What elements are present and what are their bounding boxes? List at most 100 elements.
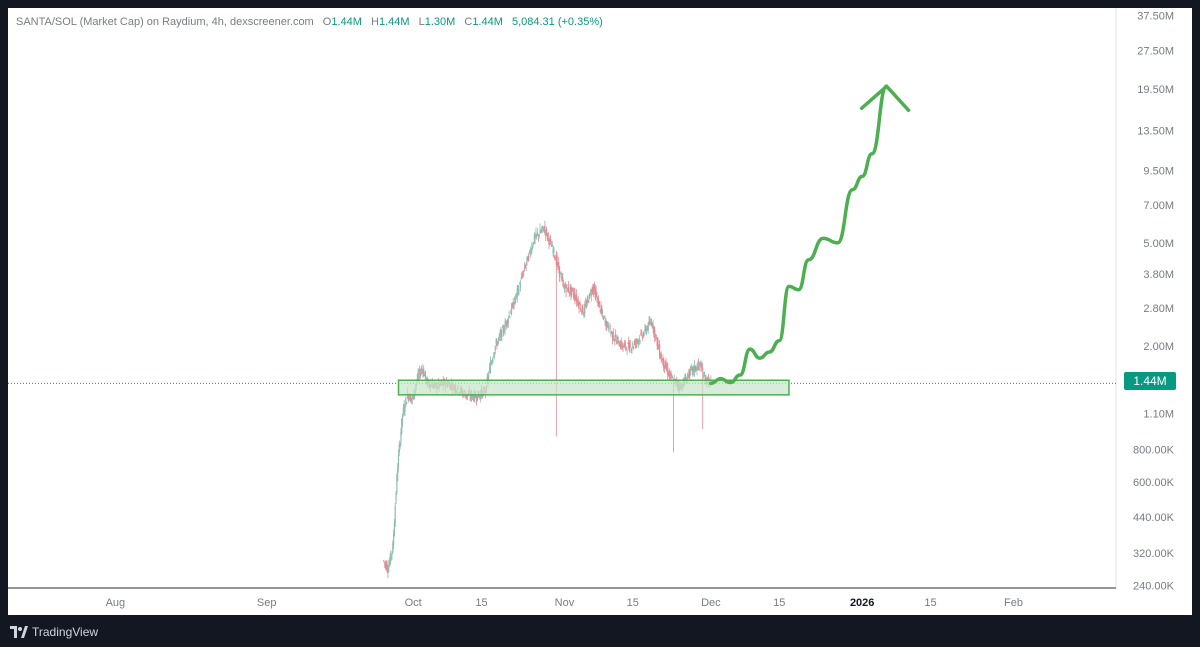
candle-body (574, 292, 576, 300)
candle-body (662, 358, 664, 365)
candle-body (646, 328, 648, 333)
candle-body (589, 291, 592, 293)
candle-body (512, 302, 514, 309)
candle-body (519, 283, 521, 285)
candle-body (612, 331, 614, 340)
candle-body (514, 296, 516, 304)
candle-body (497, 341, 499, 346)
open-label: O (322, 16, 332, 28)
candle-body (663, 357, 665, 368)
candle-body (672, 376, 674, 378)
candle-body (505, 323, 507, 326)
y-tick-label: 5.00M (1143, 238, 1174, 250)
candle-body (563, 286, 566, 290)
low-value: 1.30M (424, 16, 456, 28)
candle-body (564, 283, 566, 288)
candle-body (562, 277, 564, 282)
candle-body (687, 374, 689, 376)
candle-body (497, 337, 500, 340)
candle-body (525, 263, 527, 266)
candle-body (669, 371, 671, 378)
candle-body (553, 248, 555, 254)
candle-body (590, 293, 592, 297)
x-tick-label: Aug (106, 597, 126, 609)
candle-body (519, 283, 522, 288)
candle-body (494, 346, 496, 351)
candle-body (664, 360, 666, 369)
candle-body (599, 310, 601, 312)
candle-body (537, 234, 540, 237)
x-tick-label: 2026 (850, 597, 874, 609)
x-tick-label: 15 (627, 597, 639, 609)
candle-body (402, 407, 404, 415)
candle-body (695, 368, 697, 372)
candle-body (587, 296, 589, 300)
candle-body (509, 316, 511, 318)
candle-body (693, 367, 695, 371)
candle-body (650, 321, 652, 325)
candle-body (558, 262, 560, 270)
candle-body (645, 328, 647, 332)
candle-body (567, 288, 569, 292)
y-tick-label: 2.80M (1143, 303, 1174, 315)
tradingview-logo-icon (10, 626, 28, 638)
y-tick-label: 13.50M (1137, 126, 1174, 138)
candle-body (490, 362, 492, 365)
candle-body (412, 394, 414, 398)
candle-body (624, 343, 626, 345)
candle-body (548, 239, 550, 245)
candle-body (532, 245, 534, 249)
x-tick-label: Nov (555, 597, 575, 609)
candle-body (707, 377, 709, 379)
candle-body (656, 338, 658, 347)
candle-body (563, 284, 565, 288)
tradingview-brand[interactable]: TradingView (10, 625, 98, 639)
candle-body (529, 249, 531, 256)
candle-body (615, 333, 617, 337)
candle-body (506, 321, 508, 325)
candle-body (543, 230, 545, 233)
candle-body (523, 270, 525, 272)
candle-body (384, 562, 387, 566)
x-tick-label: 15 (475, 597, 487, 609)
candle-body (694, 364, 696, 373)
candle-body (614, 340, 616, 341)
candle-body (472, 397, 474, 400)
candle-body (526, 256, 528, 261)
candle-body (493, 352, 496, 357)
candle-body (632, 346, 635, 348)
candle-body (406, 402, 408, 405)
candle-body (607, 324, 609, 330)
candle-body (545, 230, 547, 236)
support-zone (397, 379, 790, 396)
candle-body (581, 304, 583, 313)
candle-body (503, 329, 505, 333)
candle-body (547, 232, 549, 238)
y-tick-label: 19.50M (1137, 84, 1174, 96)
candle-body (530, 252, 532, 254)
candle-body (596, 296, 598, 298)
candle-body (399, 443, 401, 448)
candle-body (423, 374, 426, 376)
candle-body (584, 304, 586, 313)
candle-body (618, 344, 620, 346)
candle-body (653, 326, 655, 335)
y-tick-label: 7.00M (1143, 200, 1174, 212)
candle-body (393, 533, 395, 546)
candle-body (405, 397, 407, 403)
candle-body (531, 245, 533, 251)
candle-body (566, 284, 568, 286)
candle-body (492, 358, 494, 362)
projection-curve (709, 84, 889, 386)
candle-body (390, 555, 392, 557)
price-chart[interactable]: 37.50M 27.50M 19.50M 13.50M 9.50M 7.00M 5.00M 3… (8, 8, 1192, 615)
x-tick-label: 15 (924, 597, 936, 609)
candle-body (576, 294, 578, 303)
candle-body (536, 234, 538, 236)
close-value: 1.44M (472, 16, 503, 28)
candle-body (475, 395, 477, 398)
candle-body (518, 288, 520, 295)
chart-frame[interactable]: 37.50M 27.50M 19.50M 13.50M 9.50M 7.00M 5.00M 3… (8, 8, 1192, 615)
candle-body (704, 376, 706, 380)
candle-body (495, 340, 497, 344)
